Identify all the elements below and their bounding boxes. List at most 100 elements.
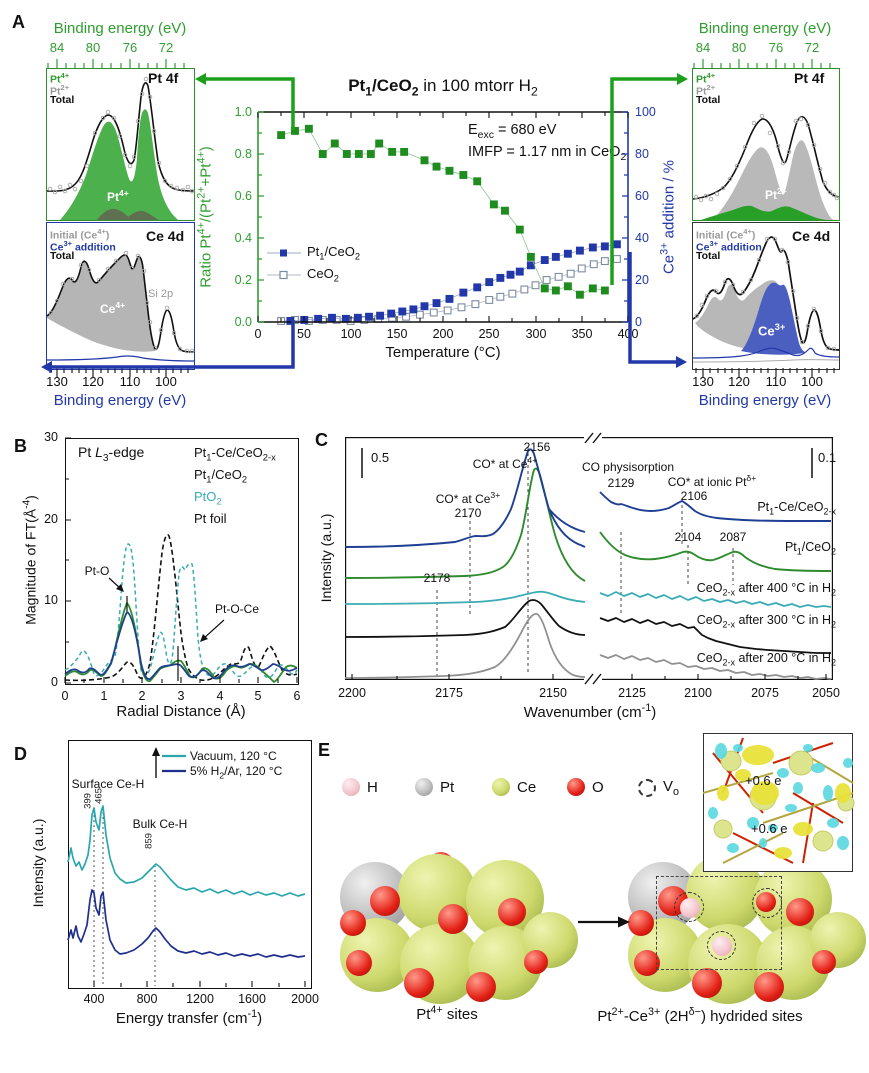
tick-label: 2200 bbox=[338, 686, 366, 700]
charge-label-2: +0.6 e bbox=[751, 821, 788, 836]
tick-label: 250 bbox=[478, 327, 500, 341]
annotation-co-phys: CO physisorption bbox=[581, 460, 675, 474]
legend-row-pt1-ceo2: Pt1/CeO2 bbox=[267, 244, 360, 262]
annotation-465: 465 bbox=[93, 788, 105, 804]
tick-label: 130 bbox=[46, 374, 68, 389]
tick-label: 0.4 bbox=[234, 231, 252, 245]
cluster-pt4-sites bbox=[340, 852, 578, 1004]
legend-label: Pt bbox=[440, 778, 455, 796]
tick-label: 0 bbox=[254, 327, 262, 341]
tick-label: 0.6 bbox=[234, 189, 252, 203]
legend-label: O bbox=[592, 778, 604, 796]
legend-item-o: O bbox=[567, 778, 604, 796]
peak-label-ce4plus: Ce4+ bbox=[100, 300, 126, 316]
legend-initial-ce4plus: Initial (Ce4+) bbox=[696, 227, 756, 242]
tick-label: 100 bbox=[340, 327, 362, 341]
panel-label-b: B bbox=[14, 436, 27, 456]
tick-label: 50 bbox=[297, 327, 311, 341]
label-pt4-sites: Pt4+ sites bbox=[416, 1004, 478, 1023]
tick-label: 2150 bbox=[539, 686, 567, 700]
panel-label-d: D bbox=[14, 744, 27, 764]
tick-label: 130 bbox=[692, 374, 714, 389]
legend-label: PtO2 bbox=[194, 489, 222, 507]
axis-title-temperature: Temperature (°C) bbox=[385, 344, 501, 361]
axis-title-energy-transfer: Energy transfer (cm-1) bbox=[115, 1008, 263, 1027]
annotation-859: 859 bbox=[143, 833, 155, 849]
tick-label: 80 bbox=[635, 147, 649, 161]
axis-title-intensity-d: Intensity (a.u.) bbox=[30, 818, 46, 908]
legend-label: Pt1/CeO2 bbox=[307, 244, 361, 262]
dft-cell-outline bbox=[656, 876, 782, 970]
peak-label-pt4plus: Pt4+ bbox=[107, 188, 129, 204]
panel-a-scatter-plot bbox=[277, 124, 621, 325]
legend-total: Total bbox=[696, 94, 721, 106]
tick-label: 120 bbox=[82, 374, 104, 389]
tick-label: 300 bbox=[525, 327, 547, 341]
legend-row-ceo2: CeO2 bbox=[267, 266, 339, 284]
annotation-co-ionic-pt: CO* at ionic Ptδ+ bbox=[667, 473, 757, 489]
tick-label: 0.8 bbox=[234, 147, 252, 161]
curve-label-ceo2x-200: CeO2-x after 200 °C in H2 bbox=[696, 651, 836, 668]
label-hydrided-sites: Pt2+-Ce3+ (2Hδ−) hydrided sites bbox=[597, 1006, 803, 1025]
legend-label: Vo bbox=[663, 778, 680, 798]
axis-title-binding-energy-left-bottom: Binding energy (eV) bbox=[53, 392, 187, 409]
legend-label: Pt1-Ce/CeO2-x bbox=[194, 445, 276, 463]
axis-title-binding-energy-right-bottom: Binding energy (eV) bbox=[698, 392, 832, 409]
tick-label: 0.0 bbox=[234, 315, 252, 329]
panel-a-title: Pt1/CeO2 in 100 mtorr H2 bbox=[348, 76, 538, 99]
tick-label: 0.2 bbox=[234, 273, 252, 287]
tick-label: 1600 bbox=[238, 992, 266, 1006]
tick-label: 80 bbox=[85, 40, 101, 55]
axis-title-ce3-addition: Ce3+ addition / % bbox=[658, 159, 678, 275]
tick-label: 100 bbox=[801, 374, 823, 389]
tick-label: 2125 bbox=[618, 686, 646, 700]
tick-label: 4 bbox=[216, 689, 224, 703]
legend-total: Total bbox=[50, 94, 75, 106]
annotation-pt-o: Pt-O bbox=[84, 564, 110, 578]
h-atom-icon bbox=[342, 778, 360, 796]
dft-charge-density-inset: +0.6 e +0.6 e bbox=[702, 733, 855, 872]
xps-pt4f-reduced-curves bbox=[692, 113, 840, 220]
panel-label-a: A bbox=[12, 12, 25, 32]
annotation-2106: 2106 bbox=[680, 489, 708, 503]
tick-label: 800 bbox=[136, 992, 158, 1006]
tick-label: 84 bbox=[695, 40, 711, 55]
legend-item-ce: Ce bbox=[492, 778, 536, 796]
oxygen-vacancy bbox=[752, 888, 782, 918]
charge-label-1: +0.6 e bbox=[745, 773, 782, 788]
annotation-2178: 2178 bbox=[423, 571, 451, 585]
tick-label: 76 bbox=[122, 40, 138, 55]
panel-d-curves bbox=[67, 747, 306, 986]
legend-pt2plus: Pt2+ bbox=[50, 83, 70, 98]
tick-label: 400 bbox=[83, 992, 105, 1006]
xps-ce4d-reduced-curves bbox=[692, 236, 840, 363]
cluster-hydrided-sites bbox=[628, 852, 866, 1004]
tick-label: 0 bbox=[61, 689, 69, 703]
oxygen-vacancy bbox=[707, 931, 736, 960]
legend-label: H bbox=[367, 778, 378, 796]
pt-atom-icon bbox=[415, 778, 433, 796]
tick-label: 1200 bbox=[186, 992, 214, 1006]
tick-label: 100 bbox=[155, 374, 177, 389]
ce-atom-icon bbox=[492, 778, 510, 796]
tick-label: 2175 bbox=[435, 686, 463, 700]
legend-total: Total bbox=[50, 250, 75, 262]
annotation-2104: 2104 bbox=[674, 530, 702, 544]
tick-label: 110 bbox=[765, 374, 787, 389]
annotation-2129: 2129 bbox=[607, 476, 635, 490]
tick-label: 1.0 bbox=[234, 105, 252, 119]
tick-label: 3 bbox=[177, 689, 185, 703]
tick-label: 350 bbox=[571, 327, 593, 341]
tick-label: 200 bbox=[432, 327, 454, 341]
tick-label: 2075 bbox=[751, 686, 779, 700]
axis-title-radial-distance: Radial Distance (Å) bbox=[116, 703, 246, 720]
curve-label-pt1-ceo2: Pt1/CeO2 bbox=[784, 540, 836, 557]
legend-label: Ce bbox=[517, 778, 537, 796]
panel-b-edge-label: Pt L3-edge bbox=[78, 444, 145, 464]
tick-label: 400 bbox=[617, 327, 639, 341]
annotation-2087: 2087 bbox=[719, 530, 747, 544]
curve-label-pt1-ce-ceo2x: Pt1-Ce/CeO2-x bbox=[757, 500, 836, 517]
tick-label: 84 bbox=[49, 40, 65, 55]
legend-pt4plus: Pt4+ bbox=[696, 71, 716, 86]
tick-label: 2000 bbox=[291, 992, 319, 1006]
